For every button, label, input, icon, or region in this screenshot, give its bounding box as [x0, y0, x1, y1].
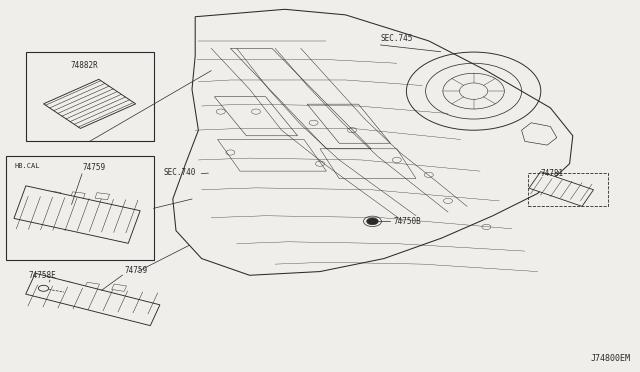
Text: SEC.740: SEC.740	[163, 168, 196, 177]
Text: 74759: 74759	[125, 266, 148, 275]
Text: 74758E: 74758E	[29, 271, 56, 280]
Text: 74781: 74781	[541, 169, 564, 178]
Text: 74750B: 74750B	[394, 217, 421, 226]
Bar	[528, 173, 608, 206]
Bar	[6, 156, 154, 260]
Text: HB.CAL: HB.CAL	[14, 163, 40, 169]
Polygon shape	[26, 273, 160, 326]
Text: J74800EM: J74800EM	[590, 354, 630, 363]
Polygon shape	[173, 9, 573, 275]
Text: SEC.745: SEC.745	[381, 34, 413, 43]
Text: 74759: 74759	[83, 163, 106, 172]
Circle shape	[367, 218, 378, 225]
Polygon shape	[529, 171, 593, 206]
Polygon shape	[14, 186, 140, 243]
Text: 74882R: 74882R	[70, 61, 98, 70]
Bar	[26, 52, 154, 141]
